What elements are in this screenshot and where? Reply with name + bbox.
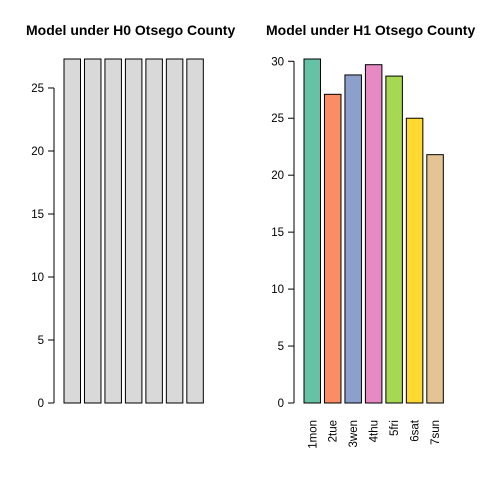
- bar-h1-2tue: [323, 93, 342, 404]
- y-tick-label-h1-15: 15: [271, 227, 284, 239]
- y-tick-label-h0-5: 5: [38, 335, 44, 347]
- y-tick-label-h1-30: 30: [271, 56, 284, 68]
- bar-h0-3wen: [104, 58, 122, 404]
- chart-title-h0: Model under H0 Otsego County: [26, 22, 235, 38]
- chart-panel-h1: Model under H1 Otsego County 1mon 2tue 3we…: [266, 22, 475, 449]
- chart-title-h1: Model under H1 Otsego County: [266, 22, 475, 38]
- y-tick-label-h0-20: 20: [31, 146, 44, 158]
- y-tick-label-h1-20: 20: [271, 170, 284, 182]
- chart-panel-h0: Model under H0 Otsego County 0 5 10 15 20 25: [26, 22, 235, 410]
- y-tick-label-h1-25: 25: [271, 113, 284, 125]
- x-tick-label-h1-5fri: 5fri: [389, 420, 401, 436]
- bar-h1-5fri: [385, 75, 403, 404]
- bar-h0-4thu: [124, 58, 143, 404]
- y-tick-label-h0-15: 15: [31, 209, 44, 221]
- bar-h0-5fri: [145, 58, 163, 404]
- bar-h1-7sun: [426, 154, 444, 404]
- x-tick-label-h1-6sat: 6sat: [410, 419, 422, 442]
- x-tick-label-h1-2tue: 2tue: [328, 420, 340, 442]
- bar-h0-1mon: [63, 58, 81, 404]
- bar-h1-1mon: [303, 58, 321, 404]
- y-tick-label-h0-0: 0: [38, 398, 44, 410]
- bar-h0-2tue: [83, 58, 102, 404]
- y-tick-label-h1-5: 5: [278, 341, 284, 353]
- y-tick-label-h1-10: 10: [271, 284, 284, 296]
- bar-h0-6sat: [165, 58, 184, 404]
- x-tick-label-h1-7sun: 7sun: [430, 420, 442, 445]
- x-tick-label-h1-1mon: 1mon: [307, 420, 319, 449]
- y-tick-label-h0-25: 25: [31, 83, 44, 95]
- bar-h1-4thu: [364, 64, 383, 404]
- y-tick-label-h1-0: 0: [278, 398, 284, 410]
- x-tick-label-h1-4thu: 4thu: [369, 420, 381, 442]
- y-tick-label-h0-10: 10: [31, 272, 44, 284]
- bar-h1-6sat: [405, 117, 424, 404]
- bar-h1-3wen: [344, 74, 362, 404]
- x-tick-label-h1-3wen: 3wen: [348, 420, 360, 448]
- bar-h0-7sun: [186, 58, 204, 404]
